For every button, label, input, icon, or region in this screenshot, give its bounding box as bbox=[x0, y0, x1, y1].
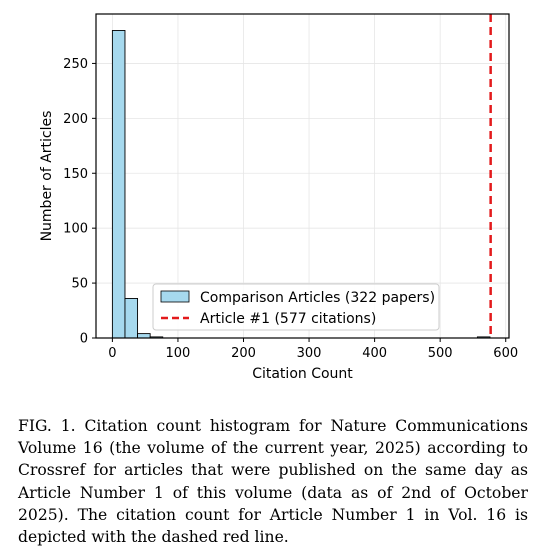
histogram-bar bbox=[124, 298, 139, 339]
x-tick-label: 600 bbox=[493, 346, 518, 361]
histogram-bar bbox=[137, 333, 151, 339]
y-tick-label: 0 bbox=[80, 332, 88, 347]
x-tick-label: 100 bbox=[166, 346, 191, 361]
x-axis-ticks: 0 100 200 300 400 500 600 bbox=[108, 338, 518, 361]
legend-label-comparison: Comparison Articles (322 papers) bbox=[200, 290, 435, 306]
legend: Comparison Articles (322 papers) Article… bbox=[152, 283, 440, 331]
histogram-bar bbox=[111, 30, 126, 339]
x-tick-label: 200 bbox=[231, 346, 256, 361]
legend-box bbox=[152, 283, 440, 331]
grid-lines bbox=[96, 14, 509, 339]
legend-label-article: Article #1 (577 citations) bbox=[200, 311, 376, 327]
y-tick-label: 150 bbox=[63, 167, 88, 182]
y-axis-ticks: 0 50 100 150 200 250 bbox=[63, 57, 96, 347]
y-tick-label: 100 bbox=[63, 222, 88, 237]
x-tick-label: 0 bbox=[108, 346, 116, 361]
x-tick-label: 500 bbox=[428, 346, 453, 361]
figure-caption: FIG. 1. Citation count histogram for Nat… bbox=[18, 417, 528, 547]
y-tick-label: 50 bbox=[71, 277, 88, 292]
y-tick-label: 200 bbox=[63, 112, 88, 127]
x-tick-label: 400 bbox=[362, 346, 387, 361]
legend-swatch-comparison bbox=[160, 290, 190, 303]
x-axis-label: Citation Count bbox=[252, 366, 353, 382]
citation-histogram-chart: 0 100 200 300 400 500 600 0 50 100 150 200 250 Cita… bbox=[39, 13, 518, 382]
x-tick-label: 300 bbox=[297, 346, 322, 361]
y-axis-label: Number of Articles bbox=[39, 111, 55, 242]
y-tick-label: 250 bbox=[63, 57, 88, 72]
plot-frame bbox=[95, 13, 510, 339]
